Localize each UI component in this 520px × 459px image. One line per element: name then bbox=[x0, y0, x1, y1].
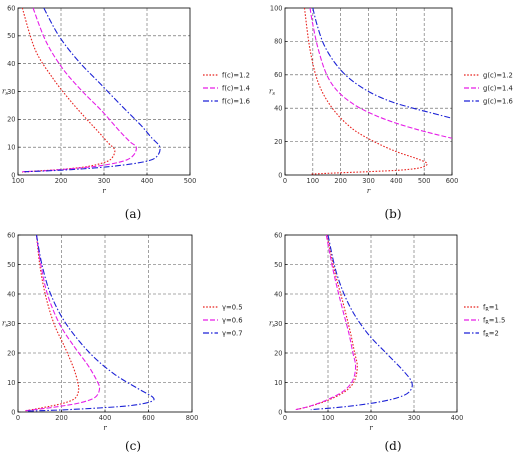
x-tick-label: 100 bbox=[12, 177, 25, 185]
y-tick-label: 10 bbox=[7, 143, 15, 151]
x-tick-label: 100 bbox=[322, 414, 335, 422]
y-tick-label: 10 bbox=[7, 379, 15, 387]
x-axis-label: r bbox=[367, 187, 371, 195]
y-tick-label: 0 bbox=[278, 408, 282, 416]
series-line-1 bbox=[303, 7, 428, 175]
x-tick-label: 200 bbox=[334, 177, 347, 185]
x-tick-label: 600 bbox=[446, 177, 459, 185]
x-tick-label: 100 bbox=[307, 177, 320, 185]
x-tick-label: 800 bbox=[186, 414, 199, 422]
y-tick-label: 40 bbox=[274, 105, 282, 113]
x-tick-label: 0 bbox=[283, 414, 287, 422]
x-tick-label: 400 bbox=[141, 177, 154, 185]
legend-label-2: γ=0.6 bbox=[222, 316, 243, 324]
x-tick-label: 400 bbox=[451, 414, 464, 422]
legend-label-2: fR=1.5 bbox=[483, 316, 505, 326]
y-tick-label: 60 bbox=[7, 231, 15, 239]
series-line-1 bbox=[21, 7, 116, 173]
y-tick-label: 40 bbox=[274, 290, 282, 298]
x-axis-label: r bbox=[369, 424, 373, 432]
y-tick-label: 20 bbox=[274, 138, 282, 146]
y-tick-label: 20 bbox=[7, 116, 15, 124]
y-tick-label: 80 bbox=[274, 38, 282, 46]
x-axis-label: r bbox=[103, 424, 107, 432]
y-axis-label: rs bbox=[269, 320, 275, 330]
series-line-2 bbox=[22, 7, 137, 173]
y-tick-label: 30 bbox=[7, 88, 15, 96]
series-line-3 bbox=[24, 7, 161, 173]
legend-label-1: fR=1 bbox=[483, 303, 499, 313]
chart-panel-c: 0 200 400 600 800 0 10 20 30 40 50 60 r rs γ=0.5 γ=0.6 γ… bbox=[2, 231, 243, 453]
legend-label-3: g(c)=1.6 bbox=[483, 97, 513, 105]
y-tick-label: 20 bbox=[7, 349, 15, 357]
series-line-2 bbox=[295, 234, 357, 411]
y-tick-label: 50 bbox=[7, 261, 15, 269]
y-tick-label: 0 bbox=[11, 408, 15, 416]
y-axis-label: rs bbox=[269, 88, 275, 98]
x-tick-label: 300 bbox=[362, 177, 375, 185]
series-line-2 bbox=[309, 7, 453, 139]
x-tick-label: 200 bbox=[55, 414, 68, 422]
chart-panel-a: 100 200 300 400 500 0 10 20 30 40 50 60 r rs f(c)=1.2 f… bbox=[2, 4, 250, 221]
x-tick-label: 500 bbox=[418, 177, 431, 185]
panel-caption: (d) bbox=[384, 439, 401, 453]
x-tick-label: 200 bbox=[365, 414, 378, 422]
legend-label-3: γ=0.7 bbox=[222, 329, 243, 337]
x-tick-label: 600 bbox=[142, 414, 155, 422]
series-line-3 bbox=[26, 234, 155, 412]
legend-label-2: g(c)=1.4 bbox=[483, 84, 513, 92]
legend-label-1: f(c)=1.2 bbox=[222, 71, 250, 79]
chart-panel-b: 0 100 200 300 400 500 600 0 20 40 60 80 100 r rs g(c)=1… bbox=[269, 4, 513, 221]
y-tick-label: 60 bbox=[274, 71, 282, 79]
y-tick-label: 50 bbox=[7, 32, 15, 40]
legend-label-3: f(c)=1.6 bbox=[222, 97, 250, 105]
panel-caption: (c) bbox=[125, 439, 141, 453]
x-tick-label: 300 bbox=[408, 414, 421, 422]
legend-label-2: f(c)=1.4 bbox=[222, 84, 250, 92]
series-line-2 bbox=[24, 234, 101, 412]
y-tick-label: 60 bbox=[274, 231, 282, 239]
y-tick-label: 30 bbox=[274, 320, 282, 328]
legend-label-1: g(c)=1.2 bbox=[483, 71, 513, 79]
chart-panel-d: 0 100 200 300 400 0 10 20 30 40 50 60 r rs fR=1 fR=1.5 f… bbox=[269, 231, 505, 453]
x-tick-label: 200 bbox=[55, 177, 68, 185]
y-tick-label: 20 bbox=[274, 349, 282, 357]
x-tick-label: 300 bbox=[98, 177, 111, 185]
x-tick-label: 400 bbox=[99, 414, 112, 422]
x-tick-label: 0 bbox=[283, 177, 287, 185]
y-tick-label: 60 bbox=[7, 4, 15, 12]
panel-caption: (b) bbox=[384, 207, 401, 221]
legend-label-1: γ=0.5 bbox=[222, 303, 243, 311]
y-axis-label: rs bbox=[2, 320, 8, 330]
series-line-3 bbox=[310, 234, 413, 411]
y-tick-label: 0 bbox=[11, 171, 15, 179]
legend-label-3: fR=2 bbox=[483, 329, 499, 339]
y-tick-label: 50 bbox=[274, 261, 282, 269]
series-line-1 bbox=[295, 234, 358, 411]
series-line-3 bbox=[312, 7, 453, 119]
y-tick-label: 10 bbox=[274, 379, 282, 387]
y-axis-label: rs bbox=[2, 88, 8, 98]
panel-caption: (a) bbox=[125, 207, 142, 221]
x-tick-label: 400 bbox=[390, 177, 403, 185]
x-tick-label: 500 bbox=[184, 177, 197, 185]
y-tick-label: 100 bbox=[270, 4, 283, 12]
y-tick-label: 30 bbox=[7, 320, 15, 328]
series-line-1 bbox=[24, 234, 80, 412]
x-axis-label: r bbox=[102, 187, 106, 195]
y-tick-label: 40 bbox=[7, 290, 15, 298]
x-tick-label: 0 bbox=[16, 414, 20, 422]
y-tick-label: 40 bbox=[7, 60, 15, 68]
y-tick-label: 0 bbox=[278, 171, 282, 179]
